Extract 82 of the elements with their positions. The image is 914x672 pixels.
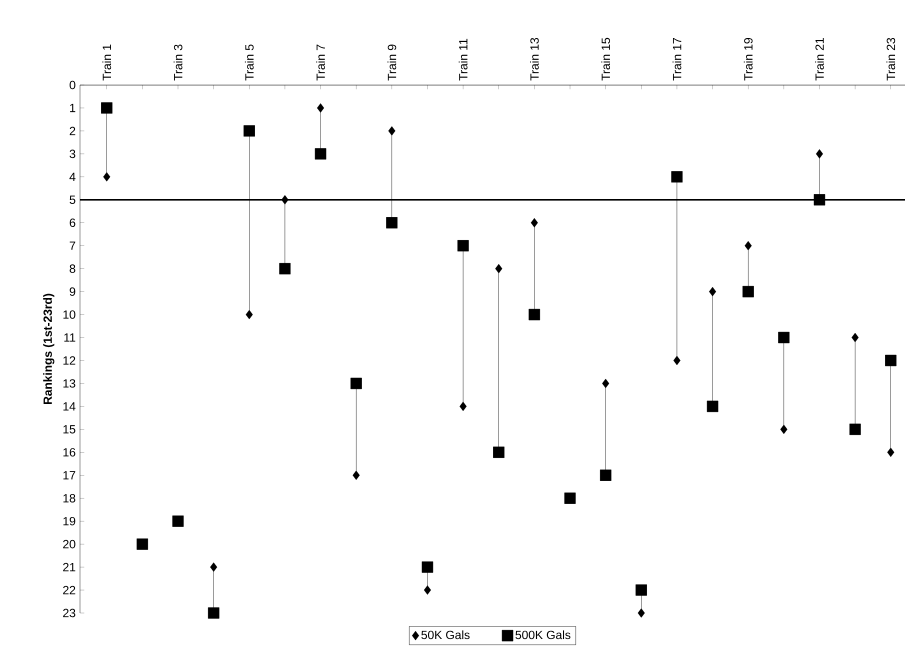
y-tick-label: 20 [63, 540, 76, 548]
legend-label: 500K Gals [515, 630, 570, 640]
y-tick-label: 8 [70, 264, 76, 273]
y-tick-label: 11 [64, 333, 76, 342]
y-tick-label: 1 [70, 104, 76, 112]
y-tick-label: 23 [63, 608, 76, 618]
point [246, 310, 253, 320]
y-tick-label: 6 [70, 218, 76, 227]
point [460, 402, 467, 412]
y-tick-label: 18 [63, 494, 76, 502]
point [709, 286, 716, 296]
point [744, 241, 752, 250]
x-tick-label: Train 19 [744, 38, 753, 81]
legend-label: 50K Gals [421, 630, 470, 640]
y-tick-label: 19 [63, 516, 76, 526]
point [493, 446, 504, 458]
point [852, 332, 859, 342]
point [386, 217, 398, 228]
point [422, 561, 434, 573]
x-tick-label: Train 15 [601, 38, 610, 81]
y-axis-title: Rankings (1st-23rd) [43, 294, 54, 404]
point [778, 332, 790, 344]
x-tick-label: Train 5 [244, 44, 254, 81]
y-tick-label: 2 [70, 126, 76, 136]
y-tick-label: 10 [63, 310, 76, 319]
x-tick-label: Train 13 [530, 38, 539, 81]
point [849, 424, 861, 436]
point [816, 149, 824, 159]
point [316, 103, 324, 113]
point [673, 356, 680, 366]
y-tick-label: 14 [63, 402, 76, 411]
y-tick-label: 4 [69, 172, 76, 181]
point [352, 470, 360, 480]
x-tick-label: Train 17 [672, 38, 682, 81]
point [602, 378, 610, 388]
point [600, 470, 612, 481]
y-tick-label: 3 [70, 150, 76, 158]
point [638, 608, 645, 618]
point [103, 172, 110, 182]
point [210, 562, 218, 572]
x-tick-label: Train 11 [458, 38, 468, 81]
point [424, 585, 432, 595]
y-tick-label: 21 [63, 562, 76, 572]
point [281, 195, 288, 204]
point [742, 286, 754, 298]
point [814, 194, 826, 206]
point [887, 448, 894, 457]
point [706, 400, 718, 412]
y-tick-label: 15 [63, 425, 76, 434]
point [208, 607, 220, 619]
y-tick-label: 22 [63, 586, 76, 594]
point [885, 354, 896, 366]
point [457, 240, 469, 252]
y-tick-label: 12 [63, 356, 76, 365]
point [671, 171, 683, 183]
point [244, 125, 255, 137]
point [279, 262, 291, 274]
x-tick-label: Train 1 [102, 44, 112, 81]
point [528, 308, 540, 320]
point [530, 218, 538, 228]
x-tick-label: Train 21 [815, 38, 824, 81]
y-tick-label: 5 [70, 196, 76, 204]
point [101, 102, 112, 114]
x-tick-label: Train 23 [886, 38, 896, 81]
x-tick-label: Train 3 [174, 44, 182, 81]
point [564, 492, 576, 504]
y-tick-label: 13 [63, 379, 76, 388]
point [350, 378, 362, 390]
point [314, 148, 326, 160]
y-tick-label: 7 [70, 242, 76, 250]
point [780, 424, 788, 434]
y-tick-label: 16 [63, 448, 76, 457]
point [172, 516, 184, 527]
point [636, 584, 647, 596]
y-tick-label: 0 [70, 80, 76, 90]
point [388, 126, 396, 136]
x-tick-label: Train 7 [316, 44, 325, 81]
x-tick-label: Train 9 [387, 44, 396, 81]
point [495, 264, 502, 274]
y-tick-label: 17 [63, 471, 76, 480]
y-tick-label: 9 [70, 287, 76, 296]
point [136, 538, 148, 550]
